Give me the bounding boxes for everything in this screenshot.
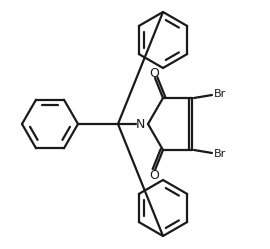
Text: O: O: [149, 66, 159, 79]
Text: N: N: [135, 118, 145, 130]
Text: Br: Br: [214, 149, 226, 159]
Text: O: O: [149, 169, 159, 182]
Text: Br: Br: [214, 89, 226, 99]
